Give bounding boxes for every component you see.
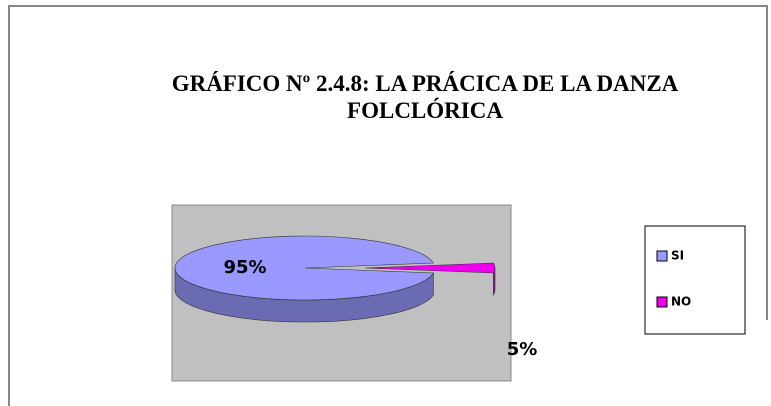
data-label: 95% bbox=[223, 257, 266, 278]
legend-swatch bbox=[656, 296, 668, 308]
data-label: 5% bbox=[507, 339, 538, 360]
slice-top bbox=[364, 262, 496, 274]
slice-top bbox=[174, 235, 434, 301]
chart-title: GRÁFICO Nº 2.4.8: LA PRÁCICA DE LA DANZA… bbox=[171, 71, 679, 123]
legend-box bbox=[644, 225, 746, 335]
legend-swatch bbox=[656, 250, 668, 262]
legend-label: NO bbox=[671, 295, 691, 309]
legend-label: SI bbox=[671, 249, 684, 263]
